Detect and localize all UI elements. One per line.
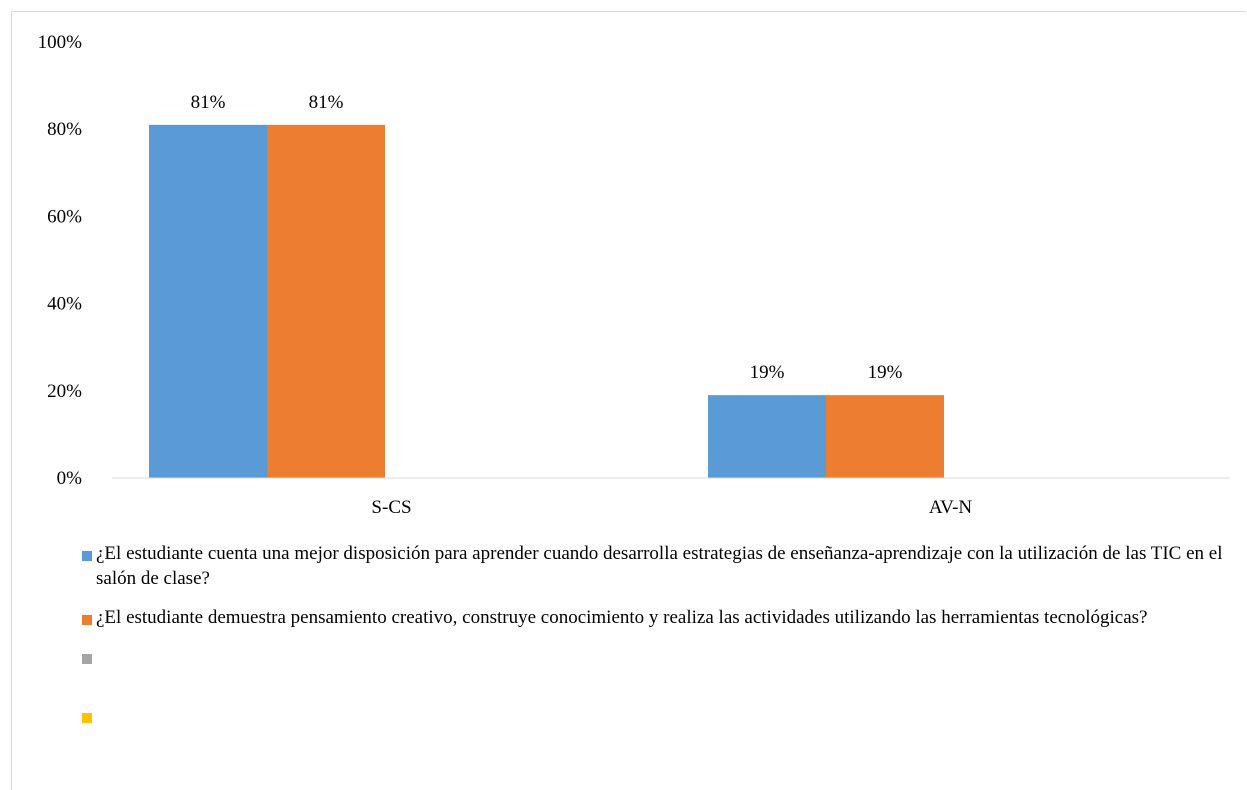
- bar: [149, 124, 267, 478]
- y-tick-label: 0%: [57, 468, 83, 489]
- legend-swatch-orange: [82, 615, 92, 625]
- bar: [267, 124, 385, 478]
- y-tick-label: 100%: [38, 32, 83, 53]
- legend-label: ¿El estudiante demuestra pensamiento cre…: [96, 607, 1148, 628]
- legend-swatch-yellow: [82, 713, 92, 723]
- x-category-label: S-CS: [371, 497, 411, 518]
- y-tick-label: 20%: [47, 381, 82, 402]
- legend-item-series-2: ¿El estudiante demuestra pensamiento cre…: [82, 605, 1232, 630]
- data-label: 81%: [309, 92, 344, 113]
- legend-swatch-gray: [82, 654, 92, 664]
- bars: [149, 124, 944, 478]
- data-label: 19%: [750, 362, 785, 383]
- y-tick-label: 60%: [47, 206, 82, 227]
- y-axis-ticks: 0% 20% 40% 60% 80% 100%: [38, 32, 83, 489]
- legend-item-series-3: [82, 644, 1232, 669]
- bar: [708, 395, 826, 478]
- x-category-label: AV-N: [929, 497, 973, 518]
- bar-chart: 0% 20% 40% 60% 80% 100% 81% 81% 19% 19% S-CS AV-N: [38, 32, 1230, 518]
- data-label: 19%: [868, 362, 903, 383]
- chart-frame: [11, 11, 1246, 790]
- data-labels: 81% 81% 19% 19%: [191, 92, 903, 383]
- legend-swatch-blue: [82, 551, 92, 561]
- data-label: 81%: [191, 92, 226, 113]
- bar: [826, 395, 944, 478]
- legend-item-series-4: [82, 703, 1232, 728]
- legend-item-series-1: ¿El estudiante cuenta una mejor disposic…: [82, 541, 1232, 591]
- y-tick-label: 40%: [47, 294, 82, 315]
- legend: ¿El estudiante cuenta una mejor disposic…: [82, 541, 1232, 728]
- y-tick-label: 80%: [47, 119, 82, 140]
- x-axis-categories: S-CS AV-N: [371, 497, 972, 518]
- legend-label: ¿El estudiante cuenta una mejor disposic…: [96, 543, 1223, 589]
